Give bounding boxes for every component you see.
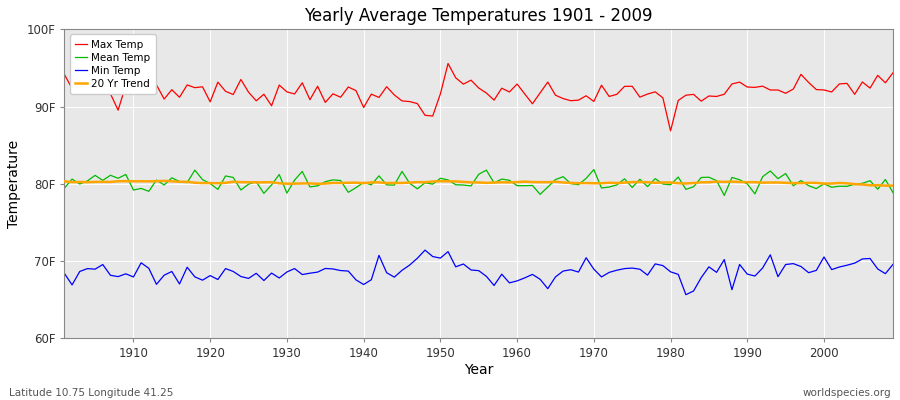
Max Temp — [887, 70, 898, 75]
20 Yr Trend — [611, 180, 622, 185]
20 Yr Trend — [343, 180, 354, 185]
Mean Temp — [59, 186, 70, 190]
20 Yr Trend — [519, 179, 530, 184]
Text: Latitude 10.75 Longitude 41.25: Latitude 10.75 Longitude 41.25 — [9, 388, 174, 398]
20 Yr Trend — [158, 178, 169, 183]
Title: Yearly Average Temperatures 1901 - 2009: Yearly Average Temperatures 1901 - 2009 — [304, 7, 653, 25]
Max Temp — [289, 92, 300, 96]
20 Yr Trend — [887, 183, 898, 188]
Line: 20 Yr Trend: 20 Yr Trend — [65, 181, 893, 186]
20 Yr Trend — [121, 179, 131, 184]
Min Temp — [121, 272, 131, 276]
Max Temp — [665, 128, 676, 133]
Mean Temp — [719, 193, 730, 198]
Min Temp — [59, 271, 70, 276]
Max Temp — [519, 92, 530, 96]
Max Temp — [611, 92, 622, 97]
X-axis label: Year: Year — [464, 363, 493, 377]
Min Temp — [680, 292, 691, 297]
Min Temp — [289, 266, 300, 271]
Min Temp — [512, 278, 523, 283]
Line: Min Temp: Min Temp — [65, 250, 893, 295]
Legend: Max Temp, Mean Temp, Min Temp, 20 Yr Trend: Max Temp, Mean Temp, Min Temp, 20 Yr Tre… — [69, 34, 156, 94]
Text: worldspecies.org: worldspecies.org — [803, 388, 891, 398]
Mean Temp — [512, 183, 523, 188]
Y-axis label: Temperature: Temperature — [7, 140, 21, 228]
Line: Max Temp: Max Temp — [65, 64, 893, 131]
Mean Temp — [289, 178, 300, 182]
Mean Temp — [589, 167, 599, 172]
20 Yr Trend — [59, 179, 70, 184]
Mean Temp — [611, 182, 622, 187]
Mean Temp — [504, 178, 515, 183]
Min Temp — [519, 276, 530, 280]
Min Temp — [419, 248, 430, 252]
Max Temp — [335, 95, 346, 100]
Min Temp — [335, 268, 346, 273]
Mean Temp — [121, 172, 131, 177]
Max Temp — [512, 82, 523, 86]
Line: Mean Temp: Mean Temp — [65, 170, 893, 196]
Max Temp — [121, 83, 131, 88]
20 Yr Trend — [297, 181, 308, 186]
Mean Temp — [887, 190, 898, 195]
Mean Temp — [335, 178, 346, 183]
Min Temp — [887, 262, 898, 267]
20 Yr Trend — [512, 180, 523, 184]
Max Temp — [443, 61, 454, 66]
Max Temp — [59, 72, 70, 77]
20 Yr Trend — [880, 183, 891, 188]
Min Temp — [611, 268, 622, 273]
